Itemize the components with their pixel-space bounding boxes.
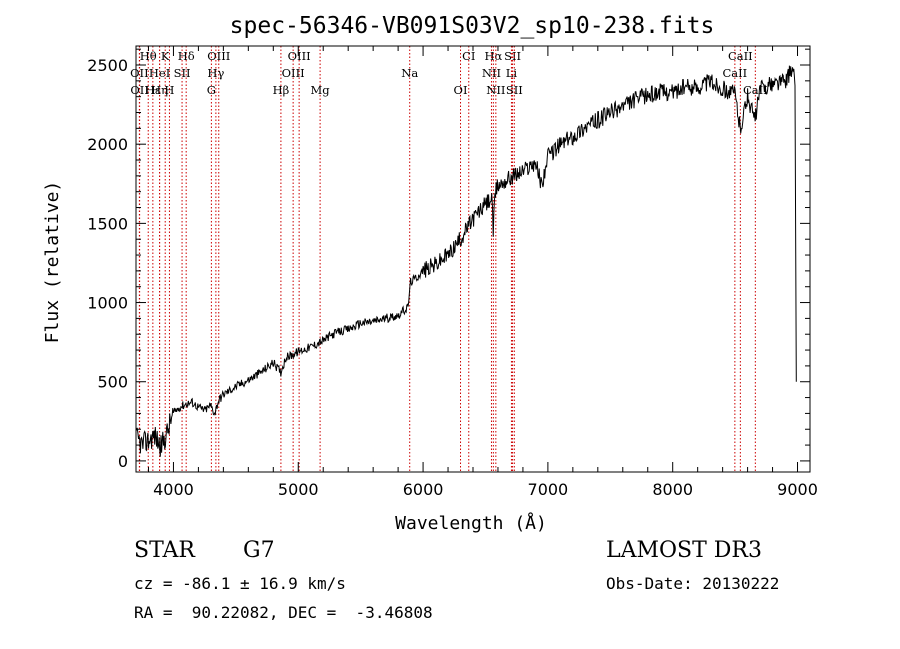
spectral-line-label: CaII bbox=[728, 49, 753, 63]
spectral-line-label: OIII bbox=[207, 49, 230, 63]
spectral-line-label: Mg bbox=[311, 83, 331, 97]
spectral-line-label: Hθ bbox=[140, 49, 157, 63]
spectral-line-label: Hη bbox=[151, 83, 168, 97]
spectral-line-label: CaII bbox=[722, 66, 747, 80]
spectral-line-label: CI bbox=[462, 49, 475, 63]
spectrum-series-line bbox=[135, 65, 797, 457]
x-tick-label: 8000 bbox=[652, 480, 693, 499]
plot-frame bbox=[135, 45, 811, 473]
ra-dec: RA = 90.22082, DEC = -3.46808 bbox=[134, 603, 433, 622]
y-axis-label: Flux (relative) bbox=[42, 181, 63, 344]
spectral-line-label: K bbox=[161, 49, 170, 63]
spectral-line-label: NII bbox=[482, 66, 501, 80]
spectral-line-label: H bbox=[164, 83, 174, 97]
survey-label: LAMOST DR3 bbox=[606, 538, 762, 563]
spectral-line-label: Hδ bbox=[178, 49, 195, 63]
x-tick-label: 5000 bbox=[278, 480, 319, 499]
spectral-line-label: OII bbox=[130, 66, 149, 80]
y-tick-label: 2500 bbox=[87, 56, 128, 75]
spectral-line-label: Na bbox=[401, 66, 418, 80]
spectral-line-label: SII bbox=[504, 49, 521, 63]
y-tick-label: 0 bbox=[118, 452, 128, 471]
spectral-line-label: OIII bbox=[282, 66, 305, 80]
x-tick-label: 7000 bbox=[528, 480, 569, 499]
spectral-line-label: Hε bbox=[145, 83, 161, 97]
y-tick-label: 1000 bbox=[87, 294, 128, 313]
spectral-line-label: Hβ bbox=[273, 83, 290, 97]
spectral-line-label: OI bbox=[454, 83, 468, 97]
x-axis-label: Wavelength (Å) bbox=[395, 512, 547, 534]
obs-date: Obs-Date: 20130222 bbox=[606, 574, 780, 593]
object-class: STAR bbox=[134, 538, 195, 563]
spectral-line-label: Hγ bbox=[207, 66, 224, 80]
spectral-line-label: HeI bbox=[149, 66, 170, 80]
spectral-line-label: Hα bbox=[484, 49, 502, 63]
spectral-line-label: SII bbox=[506, 83, 523, 97]
x-tick-label: 4000 bbox=[153, 480, 194, 499]
spectral-line-label: SII bbox=[174, 66, 191, 80]
y-tick-label: 2000 bbox=[87, 135, 128, 154]
spectral-line-label: G bbox=[207, 83, 216, 97]
y-tick-label: 1500 bbox=[87, 214, 128, 233]
chart-title: spec-56346-VB091S03V2_sp10-238.fits bbox=[230, 13, 715, 39]
spectrum-layer bbox=[135, 65, 797, 457]
spectral-line-label: Li bbox=[506, 66, 518, 80]
spectral-line-label: OIII bbox=[288, 49, 311, 63]
object-subclass: G7 bbox=[243, 538, 275, 563]
axis-ticks-layer: 4000 5000 6000 7000 8000 9000 0 500 1000 1500 2000… bbox=[87, 46, 818, 499]
spectral-line-label: NII bbox=[486, 83, 505, 97]
spectral-line-label: OII bbox=[130, 83, 149, 97]
redshift-cz: cz = -86.1 ± 16.9 km/s bbox=[134, 574, 346, 593]
x-tick-label: 9000 bbox=[777, 480, 818, 499]
x-tick-label: 6000 bbox=[403, 480, 444, 499]
y-tick-label: 500 bbox=[97, 373, 128, 392]
